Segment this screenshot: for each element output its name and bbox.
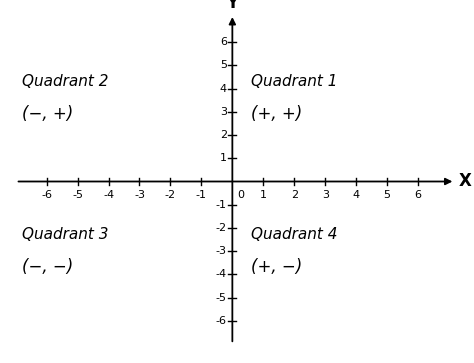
Text: (−, +): (−, +) — [22, 105, 73, 123]
Text: -4: -4 — [216, 269, 227, 280]
Text: (+, −): (+, −) — [251, 258, 302, 277]
Text: 4: 4 — [219, 83, 227, 94]
Text: Quadrant 3: Quadrant 3 — [22, 228, 109, 242]
Text: 4: 4 — [353, 190, 360, 200]
Text: X: X — [458, 172, 471, 191]
Text: 5: 5 — [220, 60, 227, 70]
Text: -2: -2 — [165, 190, 176, 200]
Text: Quadrant 1: Quadrant 1 — [251, 74, 337, 89]
Text: -3: -3 — [134, 190, 145, 200]
Text: (−, −): (−, −) — [22, 258, 73, 277]
Text: 3: 3 — [322, 190, 329, 200]
Text: Quadrant 2: Quadrant 2 — [22, 74, 109, 89]
Text: -1: -1 — [196, 190, 207, 200]
Text: Y: Y — [226, 0, 238, 12]
Text: (+, +): (+, +) — [251, 105, 302, 123]
Text: 3: 3 — [220, 107, 227, 117]
Text: 1: 1 — [220, 153, 227, 163]
Text: -6: -6 — [41, 190, 52, 200]
Text: -6: -6 — [216, 316, 227, 326]
Text: 2: 2 — [291, 190, 298, 200]
Text: Quadrant 4: Quadrant 4 — [251, 228, 337, 242]
Text: 2: 2 — [219, 130, 227, 140]
Text: 5: 5 — [383, 190, 391, 200]
Text: 6: 6 — [220, 37, 227, 47]
Text: -1: -1 — [216, 200, 227, 210]
Text: 0: 0 — [237, 189, 244, 200]
Text: 1: 1 — [260, 190, 267, 200]
Text: -2: -2 — [216, 223, 227, 233]
Text: -3: -3 — [216, 246, 227, 256]
Text: -5: -5 — [72, 190, 83, 200]
Text: -4: -4 — [103, 190, 114, 200]
Text: 6: 6 — [415, 190, 421, 200]
Text: -5: -5 — [216, 293, 227, 303]
